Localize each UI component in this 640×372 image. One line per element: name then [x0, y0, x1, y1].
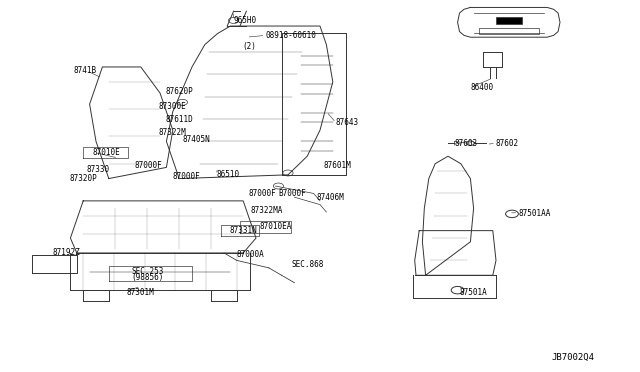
Text: B7000F: B7000F — [278, 189, 306, 198]
Text: 8741B: 8741B — [74, 66, 97, 75]
Text: 87501AA: 87501AA — [518, 209, 551, 218]
Text: JB7002Q4: JB7002Q4 — [552, 353, 595, 362]
Text: 87331N: 87331N — [229, 226, 257, 235]
Text: (98856): (98856) — [131, 273, 164, 282]
Text: 87000F: 87000F — [173, 172, 200, 181]
Text: 87620P: 87620P — [165, 87, 193, 96]
Text: 87192Z: 87192Z — [52, 248, 80, 257]
Text: 87405N: 87405N — [182, 135, 210, 144]
Text: SEC.253: SEC.253 — [131, 267, 164, 276]
Text: 87601M: 87601M — [323, 161, 351, 170]
Text: 86400: 86400 — [470, 83, 493, 92]
Text: 87330: 87330 — [86, 165, 109, 174]
Text: 87301M: 87301M — [126, 288, 154, 296]
Text: 965H0: 965H0 — [234, 16, 257, 25]
Text: 87000F: 87000F — [134, 161, 162, 170]
Text: (2): (2) — [242, 42, 256, 51]
Text: 87603: 87603 — [454, 139, 477, 148]
Text: 87000F: 87000F — [248, 189, 276, 198]
Text: 87000A: 87000A — [237, 250, 264, 259]
Text: SEC.868: SEC.868 — [291, 260, 324, 269]
Text: 87322M: 87322M — [159, 128, 186, 137]
Text: 87643: 87643 — [336, 118, 359, 127]
Text: 87322MA: 87322MA — [251, 206, 284, 215]
Text: 87611D: 87611D — [165, 115, 193, 124]
Text: 08918-60610: 08918-60610 — [266, 31, 316, 40]
Text: 87406M: 87406M — [317, 193, 344, 202]
Text: 87010EA: 87010EA — [259, 222, 292, 231]
Text: 87602: 87602 — [496, 139, 519, 148]
FancyBboxPatch shape — [496, 17, 522, 24]
Text: 87320P: 87320P — [69, 174, 97, 183]
Text: 87501A: 87501A — [460, 288, 487, 296]
Text: 87010E: 87010E — [93, 148, 120, 157]
Text: 86510: 86510 — [216, 170, 239, 179]
Text: 87300E: 87300E — [159, 102, 186, 110]
